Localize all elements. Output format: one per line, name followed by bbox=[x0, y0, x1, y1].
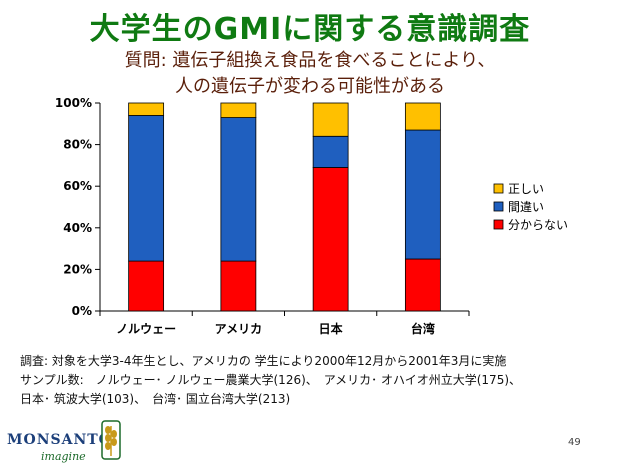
wheat-icon bbox=[101, 420, 121, 460]
bar-segment bbox=[220, 102, 257, 118]
monsanto-logo: MONSANTO imagine bbox=[7, 420, 147, 464]
legend-label: 分からない bbox=[508, 218, 568, 232]
page-number: 49 bbox=[568, 437, 581, 448]
bar-segment bbox=[128, 260, 165, 312]
y-tick-label: 0% bbox=[72, 304, 92, 318]
note-line: サンプル数: ノルウェー･ ノルウェー農業大学(126)、 アメリカ･ オハイオ… bbox=[20, 373, 522, 387]
y-tick-label: 20% bbox=[63, 262, 92, 276]
bar-segment bbox=[312, 102, 349, 137]
bar-segment bbox=[404, 102, 441, 131]
x-tick-label: 台湾 bbox=[411, 321, 435, 336]
bar-segment bbox=[312, 135, 349, 168]
logo-tagline: imagine bbox=[41, 450, 86, 463]
y-tick-label: 60% bbox=[63, 179, 92, 193]
slide-title: 大学生のGMIに関する意識調査 bbox=[89, 12, 531, 47]
bar-segment bbox=[404, 258, 441, 312]
x-tick-label: アメリカ bbox=[215, 322, 262, 336]
y-tick-label: 40% bbox=[63, 221, 92, 235]
bar-segment bbox=[312, 167, 349, 312]
question-line-2: 人の遺伝子が変わる可能性がある bbox=[175, 76, 445, 97]
y-tick-label: 100% bbox=[55, 96, 92, 110]
y-tick-label: 80% bbox=[63, 138, 92, 152]
bar-segment bbox=[128, 115, 165, 262]
bar-segment bbox=[220, 117, 257, 262]
bar-segment bbox=[128, 102, 165, 116]
x-tick-label: 日本 bbox=[319, 321, 343, 336]
legend-swatch bbox=[493, 219, 504, 230]
legend-swatch bbox=[493, 201, 504, 212]
note-line: 調査: 対象を大学3-4年生とし、アメリカの 学生により2000年12月から20… bbox=[20, 354, 507, 368]
legend-label: 正しい bbox=[508, 182, 544, 196]
note-line: 日本･ 筑波大学(103)、 台湾･ 国立台湾大学(213) bbox=[20, 392, 291, 406]
bar-segment bbox=[220, 260, 257, 312]
bar-segment bbox=[404, 129, 441, 260]
question-line-1: 質問: 遺伝子組換え食品を食べることにより、 bbox=[124, 50, 496, 71]
legend-label: 間違い bbox=[508, 200, 544, 214]
logo-wordmark: MONSANTO bbox=[7, 432, 112, 448]
legend-swatch bbox=[493, 183, 504, 194]
survey-notes: 調査: 対象を大学3-4年生とし、アメリカの 学生により2000年12月から20… bbox=[20, 352, 610, 409]
x-tick-label: ノルウェー bbox=[116, 322, 176, 336]
